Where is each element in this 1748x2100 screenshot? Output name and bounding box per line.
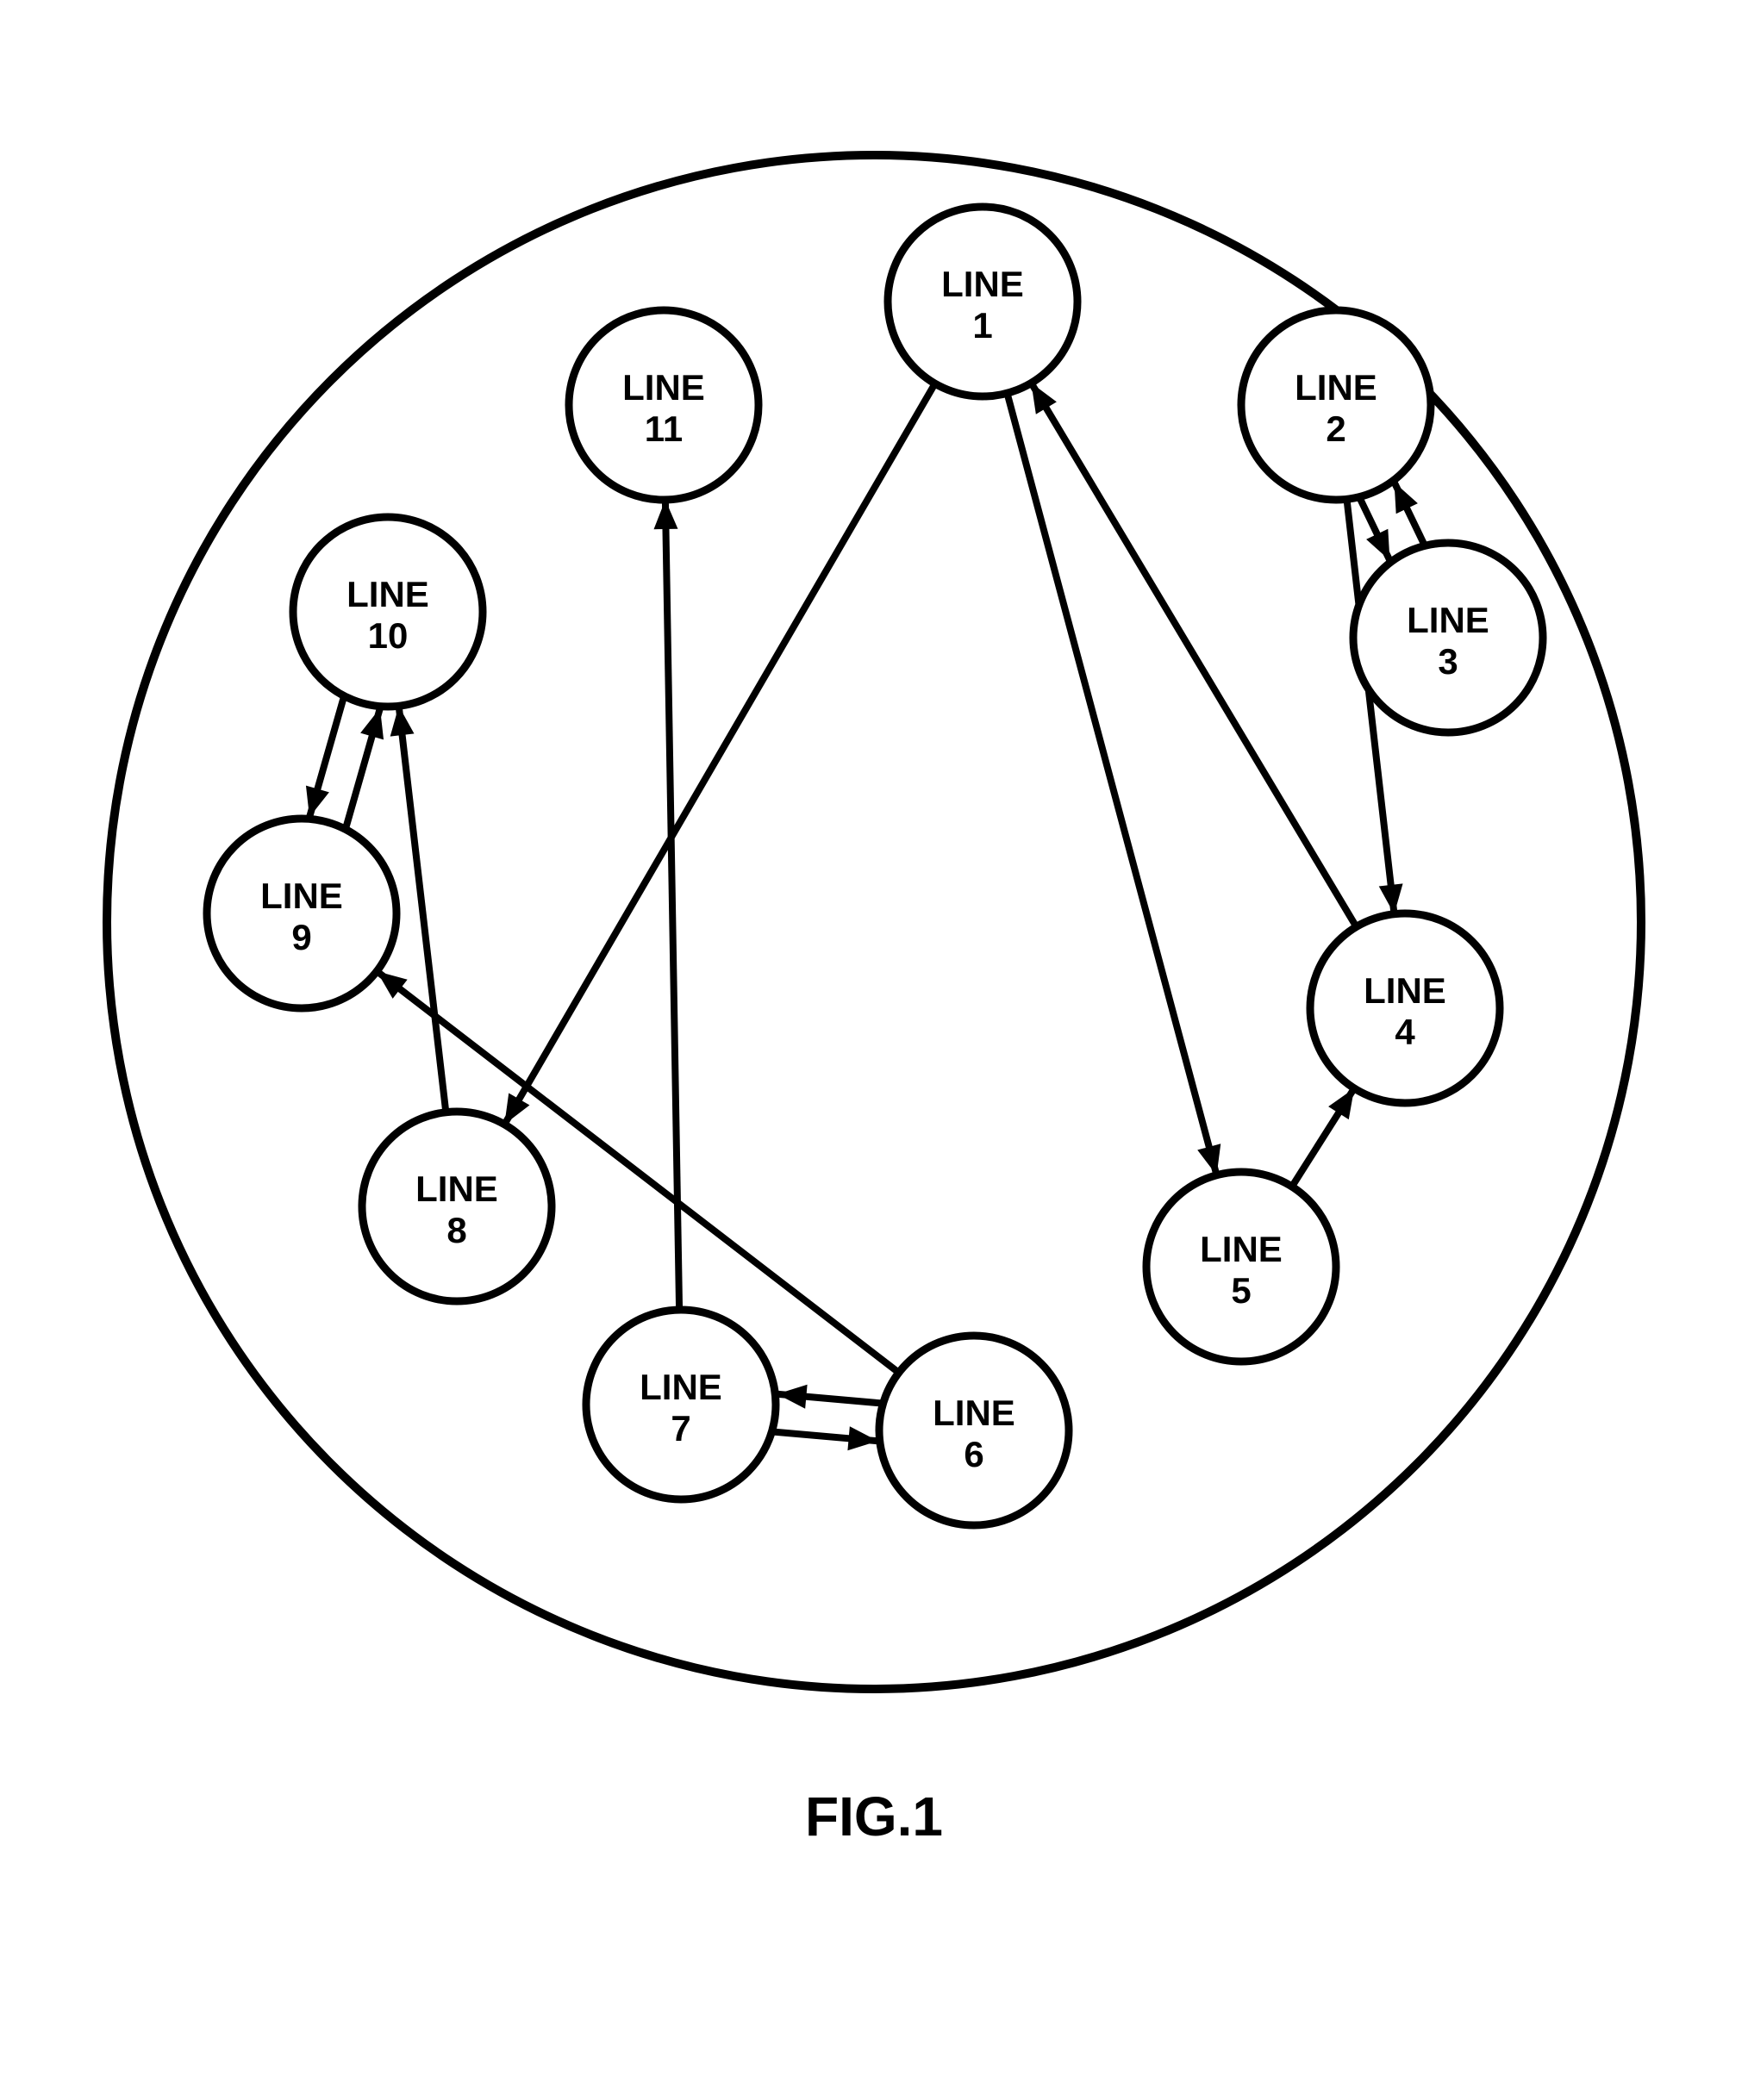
node-8: LINE8	[362, 1112, 552, 1301]
node-label-top: LINE	[415, 1168, 498, 1209]
node-label-top: LINE	[640, 1367, 722, 1407]
node-label-num: 1	[972, 305, 992, 346]
node-label-num: 9	[291, 917, 311, 957]
node-label-top: LINE	[346, 574, 429, 614]
edge	[399, 706, 446, 1112]
node-label-top: LINE	[260, 876, 343, 916]
node-2: LINE2	[1241, 310, 1431, 500]
edge	[1007, 393, 1216, 1175]
node-label-top: LINE	[933, 1393, 1015, 1433]
node-11: LINE11	[569, 310, 759, 500]
figure-caption: FIG.1	[805, 1785, 943, 1848]
arrowhead-icon	[360, 708, 384, 740]
node-5: LINE5	[1146, 1172, 1336, 1362]
node-4: LINE4	[1310, 913, 1500, 1103]
node-3: LINE3	[1353, 543, 1543, 732]
node-label-num: 6	[964, 1434, 983, 1474]
node-7: LINE7	[586, 1310, 776, 1499]
node-label-num: 3	[1438, 641, 1458, 682]
node-label-num: 5	[1231, 1270, 1251, 1311]
node-label-num: 11	[645, 408, 683, 449]
node-9: LINE9	[207, 819, 396, 1008]
arrowhead-icon	[653, 500, 677, 529]
node-label-num: 4	[1395, 1012, 1415, 1052]
node-label-num: 2	[1326, 408, 1345, 449]
node-label-num: 10	[368, 615, 409, 656]
nodes-layer: LINE1LINE2LINE3LINE4LINE5LINE6LINE7LINE8…	[207, 207, 1543, 1525]
node-label-top: LINE	[622, 367, 705, 408]
node-label-top: LINE	[941, 264, 1024, 304]
node-label-top: LINE	[1200, 1229, 1283, 1269]
arrowhead-icon	[1197, 1143, 1220, 1175]
node-10: LINE10	[293, 517, 483, 707]
edge	[665, 500, 679, 1310]
node-label-top: LINE	[1295, 367, 1377, 408]
node-label-top: LINE	[1364, 970, 1446, 1011]
edge	[504, 383, 934, 1125]
node-1: LINE1	[888, 207, 1077, 396]
node-label-num: 7	[671, 1408, 690, 1449]
node-label-top: LINE	[1407, 600, 1489, 640]
node-label-num: 8	[446, 1210, 466, 1250]
node-6: LINE6	[879, 1336, 1069, 1525]
arrowhead-icon	[306, 786, 329, 818]
